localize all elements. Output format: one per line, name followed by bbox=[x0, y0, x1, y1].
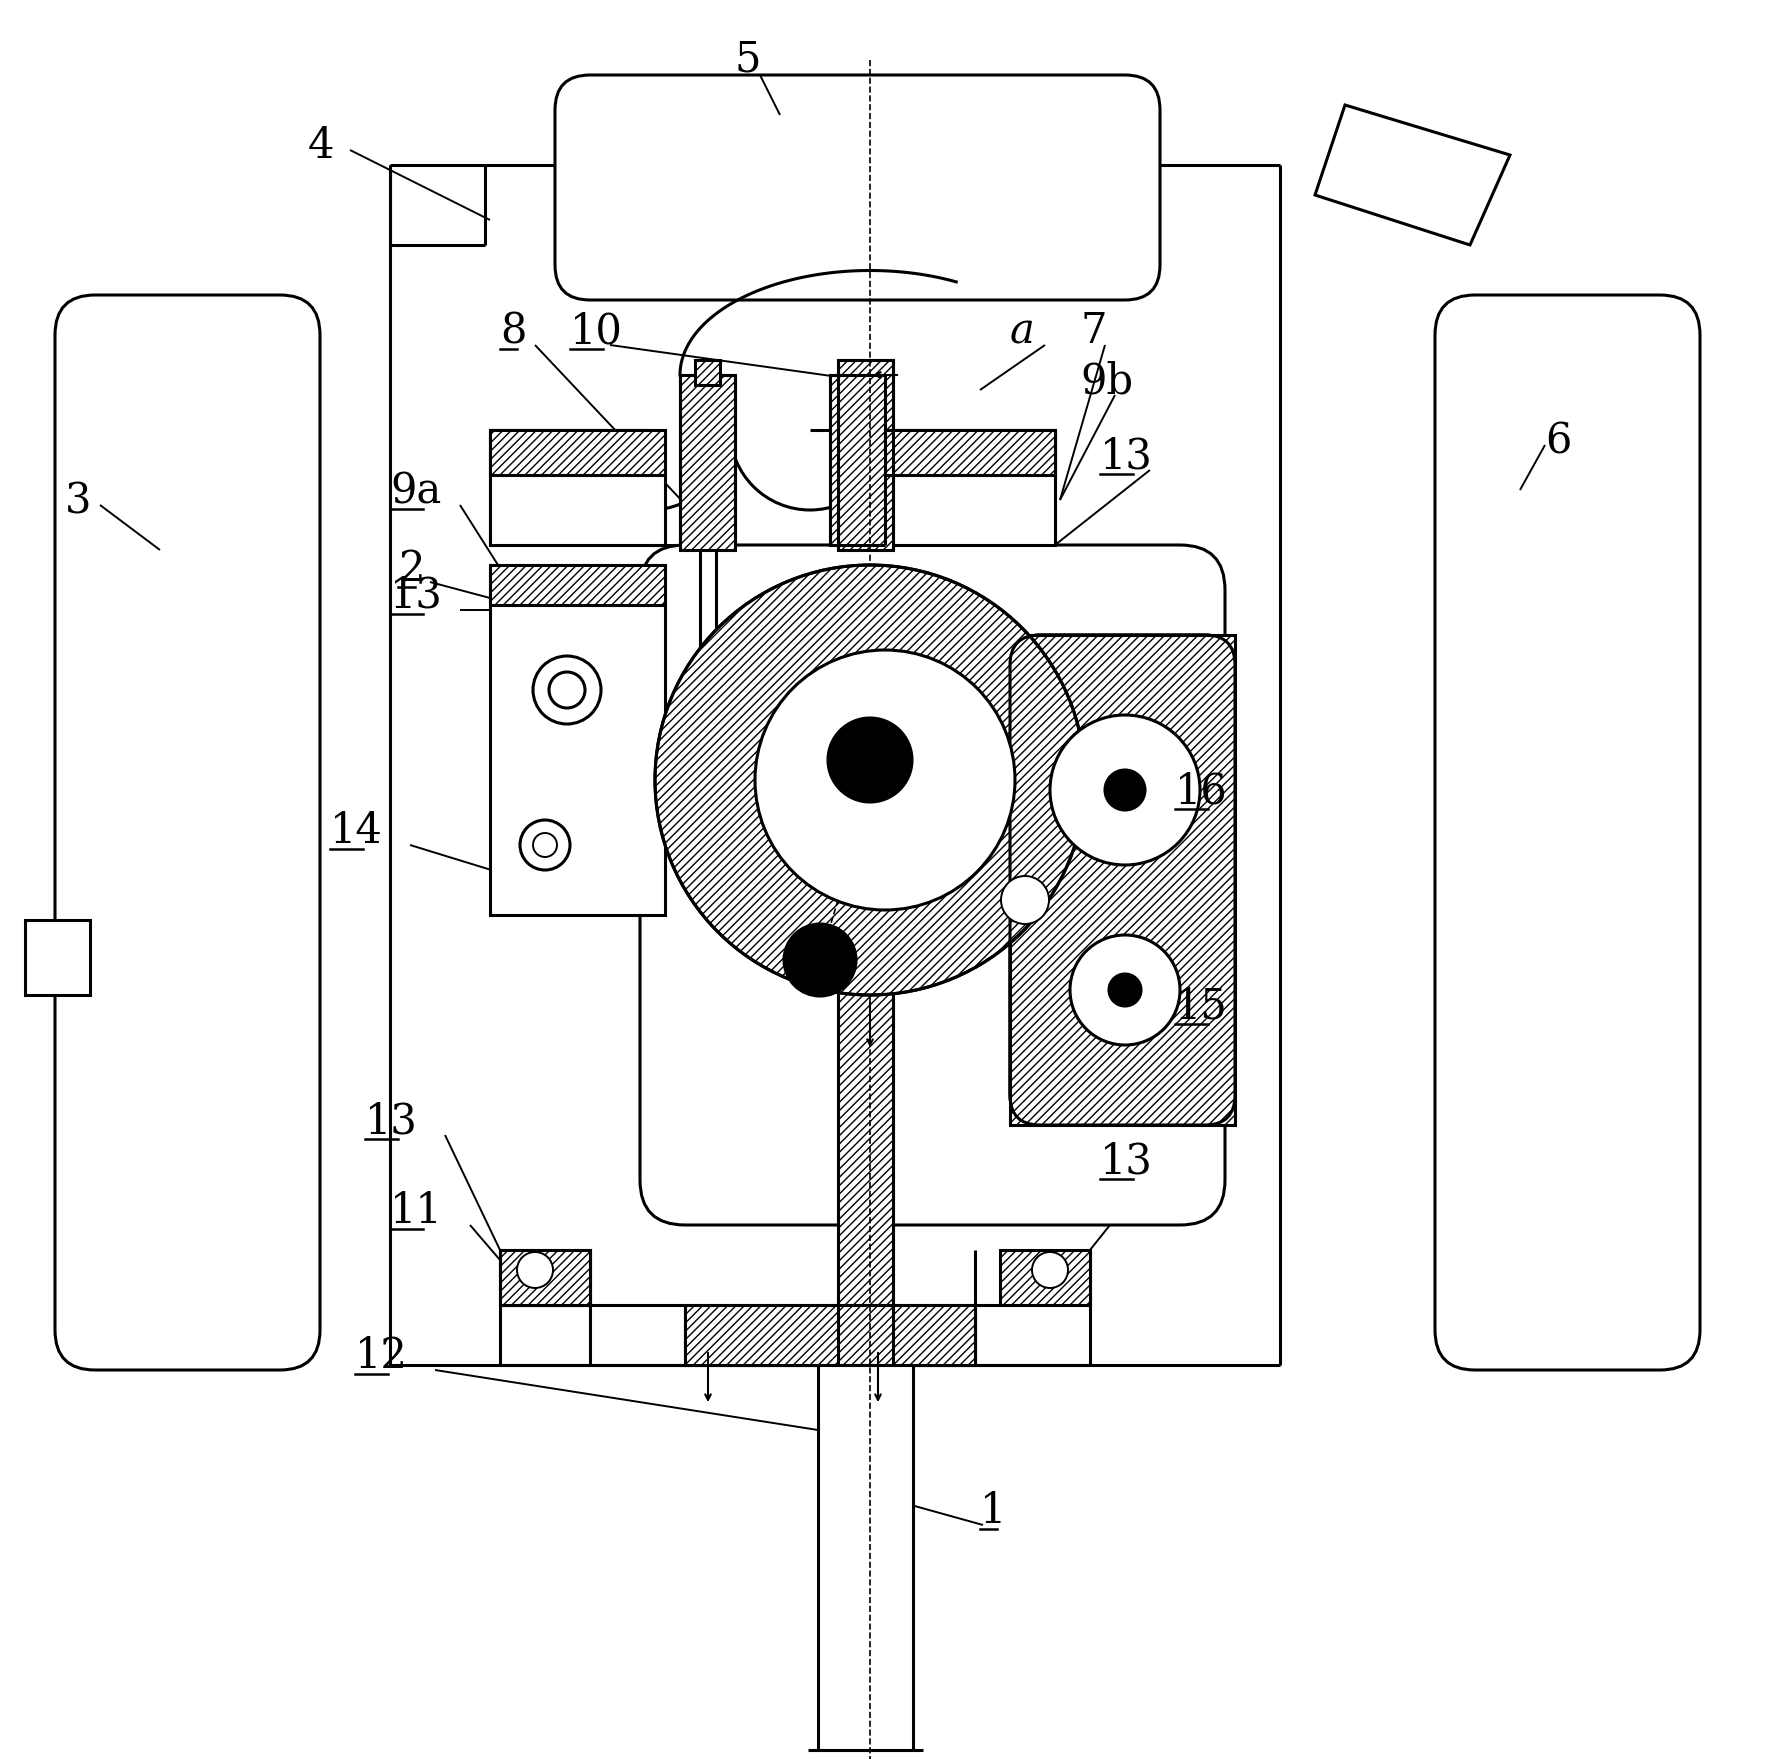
Text: 8: 8 bbox=[501, 310, 527, 352]
Bar bbox=[999, 1251, 1090, 1305]
Bar bbox=[490, 565, 666, 605]
Circle shape bbox=[827, 718, 912, 802]
FancyBboxPatch shape bbox=[1010, 635, 1235, 1126]
Text: 13: 13 bbox=[390, 575, 444, 617]
Text: 9b: 9b bbox=[1079, 361, 1132, 403]
Bar bbox=[1010, 635, 1235, 1126]
Text: 16: 16 bbox=[1175, 770, 1228, 813]
Text: 3: 3 bbox=[66, 480, 92, 522]
Circle shape bbox=[754, 651, 1015, 909]
Circle shape bbox=[532, 834, 557, 857]
Text: 11: 11 bbox=[390, 1191, 442, 1231]
Text: 9a: 9a bbox=[390, 470, 442, 512]
FancyBboxPatch shape bbox=[1434, 296, 1700, 1370]
Bar bbox=[696, 361, 721, 385]
Circle shape bbox=[785, 923, 856, 996]
Circle shape bbox=[1109, 974, 1141, 1006]
Circle shape bbox=[1106, 770, 1145, 809]
Circle shape bbox=[1051, 714, 1200, 865]
Text: a: a bbox=[1010, 310, 1035, 352]
Text: 6: 6 bbox=[1544, 420, 1571, 463]
Text: 12: 12 bbox=[355, 1335, 408, 1377]
Bar bbox=[501, 1251, 589, 1305]
Circle shape bbox=[1070, 936, 1180, 1045]
Circle shape bbox=[655, 565, 1085, 996]
Text: 13: 13 bbox=[1100, 1140, 1154, 1182]
Text: 4: 4 bbox=[309, 125, 334, 167]
Text: 13: 13 bbox=[366, 1099, 417, 1142]
Circle shape bbox=[1001, 876, 1049, 923]
Bar bbox=[501, 1251, 589, 1305]
Text: 13: 13 bbox=[1100, 434, 1154, 477]
Bar bbox=[838, 361, 893, 551]
Bar bbox=[685, 1305, 974, 1365]
Circle shape bbox=[548, 672, 586, 709]
Polygon shape bbox=[1315, 106, 1511, 245]
FancyBboxPatch shape bbox=[641, 545, 1225, 1224]
Bar bbox=[490, 565, 666, 915]
Circle shape bbox=[532, 656, 602, 725]
FancyBboxPatch shape bbox=[556, 76, 1161, 301]
Text: 10: 10 bbox=[570, 310, 623, 352]
Bar bbox=[25, 920, 91, 996]
Bar bbox=[818, 1365, 912, 1750]
Text: 15: 15 bbox=[1175, 985, 1228, 1027]
Bar bbox=[490, 429, 666, 545]
Bar bbox=[490, 429, 666, 475]
Bar bbox=[680, 375, 735, 551]
Text: 1: 1 bbox=[980, 1490, 1006, 1532]
Text: 7: 7 bbox=[1079, 310, 1106, 352]
Bar bbox=[886, 429, 1054, 475]
Bar bbox=[886, 429, 1054, 545]
FancyBboxPatch shape bbox=[55, 296, 319, 1370]
Bar bbox=[831, 375, 886, 545]
Circle shape bbox=[520, 820, 570, 871]
Bar bbox=[838, 950, 893, 1365]
Bar bbox=[685, 1305, 974, 1365]
Circle shape bbox=[517, 1252, 554, 1288]
Text: 14: 14 bbox=[330, 809, 383, 851]
Text: 2: 2 bbox=[398, 549, 424, 589]
Circle shape bbox=[1031, 1252, 1069, 1288]
Text: 5: 5 bbox=[735, 39, 761, 79]
